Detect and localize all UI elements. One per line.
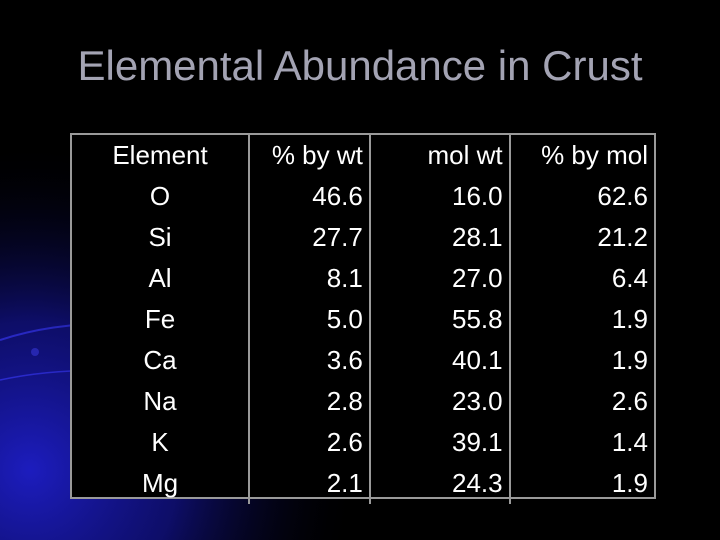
cell-mol-wt: 28.1 [369,217,511,258]
cell-percent-wt: 27.7 [248,217,371,258]
cell-mol-wt: 24.3 [369,463,511,504]
header-mol-wt: mol wt [369,135,511,176]
cell-mol-wt: 40.1 [369,340,511,381]
cell-percent-wt: 3.6 [248,340,371,381]
cell-mol-wt: 23.0 [369,381,511,422]
cell-element: Mg [141,468,179,498]
cell-percent-wt: 5.0 [248,299,371,340]
cell-percent-mol: 1.9 [611,468,648,498]
cell-percent-wt: 46.6 [248,176,371,217]
cell-percent-wt: 2.1 [248,463,371,504]
cell-percent-wt: 2.8 [248,381,371,422]
table-row: K 2.6 39.1 1.4 [72,422,654,463]
glow-dot [31,348,39,356]
abundance-table: Element % by wt mol wt % by mol O 46.6 1… [70,133,656,504]
cell-percent-mol: 1.9 [611,304,648,334]
table-row: Ca 3.6 40.1 1.9 [72,340,654,381]
cell-percent-wt: 2.6 [248,422,371,463]
header-percent-mol: % by mol [541,140,648,170]
table-row: Mg 2.1 24.3 1.9 [72,463,654,504]
cell-mol-wt: 27.0 [369,258,511,299]
header-element: Element [112,140,208,170]
header-percent-wt: % by wt [248,135,371,176]
cell-percent-mol: 1.9 [611,345,648,375]
cell-mol-wt: 16.0 [369,176,511,217]
page-title: Elemental Abundance in Crust [77,42,643,89]
cell-percent-mol: 6.4 [611,263,648,293]
table-row: O 46.6 16.0 62.6 [72,176,654,217]
table-row: Fe 5.0 55.8 1.9 [72,299,654,340]
cell-element: Si [148,222,172,252]
table-row: Al 8.1 27.0 6.4 [72,258,654,299]
cell-element: Na [143,386,177,416]
cell-percent-mol: 62.6 [597,181,648,211]
cell-element: Fe [144,304,176,334]
table-row: Si 27.7 28.1 21.2 [72,217,654,258]
cell-percent-wt: 8.1 [248,258,371,299]
table-header-row: Element % by wt mol wt % by mol [72,135,654,176]
cell-element: Ca [143,345,177,375]
cell-element: Al [148,263,172,293]
table-row: Na 2.8 23.0 2.6 [72,381,654,422]
cell-percent-mol: 2.6 [611,386,648,416]
cell-element: O [149,181,171,211]
cell-element: K [151,427,169,457]
cell-mol-wt: 55.8 [369,299,511,340]
cell-mol-wt: 39.1 [369,422,511,463]
cell-percent-mol: 1.4 [611,427,648,457]
cell-percent-mol: 21.2 [597,222,648,252]
